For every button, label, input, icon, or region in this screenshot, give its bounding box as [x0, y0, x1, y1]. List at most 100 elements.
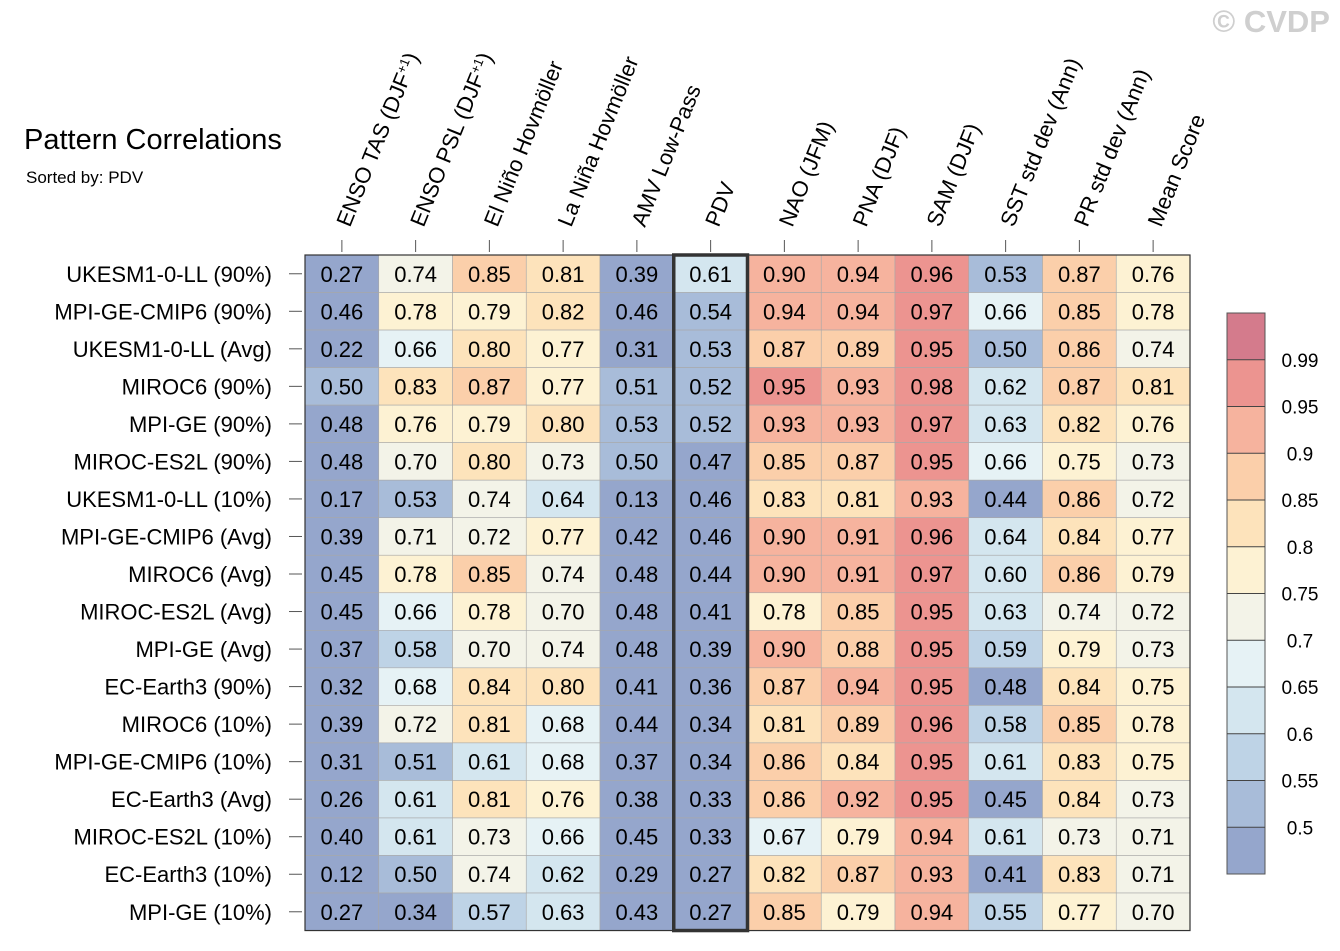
cell-value: 0.86: [763, 787, 806, 812]
cell-value: 0.84: [1058, 524, 1101, 549]
cell-value: 0.64: [984, 524, 1027, 549]
cell-value: 0.34: [689, 750, 732, 775]
cell-value: 0.93: [910, 862, 953, 887]
cell-value: 0.72: [1132, 487, 1175, 512]
cell-value: 0.71: [1132, 825, 1175, 850]
heatmap-cell: [1042, 442, 1117, 481]
cell-value: 0.85: [837, 600, 880, 625]
heatmap-cell: [968, 517, 1043, 556]
heatmap-cell: [1115, 329, 1191, 368]
heatmap-cell: [747, 892, 822, 931]
column-label: PR std dev (Ann): [1069, 65, 1155, 230]
heatmap-cell: [599, 292, 675, 331]
cell-value: 0.12: [320, 862, 363, 887]
cell-value: 0.74: [1132, 337, 1175, 362]
cell-value: 0.83: [1058, 862, 1101, 887]
cell-value: 0.78: [394, 562, 437, 587]
heatmap-cell: [525, 442, 601, 481]
cell-value: 0.95: [910, 787, 953, 812]
cell-value: 0.74: [468, 862, 511, 887]
heatmap-cell: [599, 855, 675, 894]
cell-value: 0.66: [542, 825, 585, 850]
cell-value: 0.51: [394, 750, 437, 775]
colorbar-segment: [1227, 780, 1265, 828]
heatmap-cell: [525, 780, 601, 819]
heatmap-cell: [820, 780, 896, 819]
row-label: UKESM1-0-LL (Avg): [73, 337, 272, 362]
cell-value: 0.85: [763, 449, 806, 474]
heatmap-cell: [378, 442, 453, 481]
cell-value: 0.95: [910, 337, 953, 362]
cell-value: 0.63: [984, 412, 1027, 437]
colorbar-label: 0.8: [1287, 538, 1313, 559]
cell-value: 0.94: [837, 299, 880, 324]
cell-value: 0.76: [542, 787, 585, 812]
cell-value: 0.45: [320, 600, 363, 625]
row-label: MIROC-ES2L (Avg): [80, 600, 272, 625]
heatmap-cell: [673, 479, 748, 519]
column-label: NAO (JFM): [774, 117, 839, 229]
heatmap-cell: [747, 817, 822, 856]
cell-value: 0.53: [984, 262, 1027, 287]
cell-value: 0.68: [542, 712, 585, 737]
cell-value: 0.51: [615, 374, 658, 399]
cell-value: 0.85: [1058, 299, 1101, 324]
cell-value: 0.45: [615, 825, 658, 850]
column-label: El Niño Hovmöller: [479, 57, 568, 230]
cell-value: 0.75: [1058, 449, 1101, 474]
cell-value: 0.80: [468, 337, 511, 362]
cell-value: 0.87: [837, 862, 880, 887]
heatmap-cell: [747, 292, 822, 331]
cell-value: 0.78: [763, 600, 806, 625]
cell-value: 0.78: [468, 600, 511, 625]
heatmap-cell: [599, 780, 675, 819]
heatmap-cell: [452, 817, 527, 856]
cell-value: 0.46: [689, 524, 732, 549]
cell-value: 0.68: [394, 675, 437, 700]
cell-value: 0.70: [468, 637, 511, 662]
colorbar-segment: [1227, 406, 1265, 454]
cell-value: 0.61: [394, 787, 437, 812]
cell-value: 0.87: [763, 337, 806, 362]
row-label: MPI-GE-CMIP6 (10%): [54, 750, 272, 775]
cell-value: 0.70: [394, 449, 437, 474]
cell-value: 0.27: [689, 900, 732, 925]
cell-value: 0.41: [615, 675, 658, 700]
cell-value: 0.66: [394, 337, 437, 362]
cell-value: 0.73: [542, 449, 585, 474]
column-label: ENSO TAS (DJF+1): [331, 49, 424, 230]
cell-value: 0.37: [615, 750, 658, 775]
heatmap-cell: [894, 554, 970, 594]
cell-value: 0.86: [1058, 337, 1101, 362]
colorbar-label: 0.65: [1282, 678, 1319, 699]
cell-value: 0.80: [468, 449, 511, 474]
cell-value: 0.87: [1058, 374, 1101, 399]
cell-value: 0.88: [837, 637, 880, 662]
heatmap-cell: [894, 479, 970, 519]
cell-value: 0.77: [1058, 900, 1101, 925]
heatmap-cell: [1115, 592, 1191, 631]
cell-value: 0.74: [394, 262, 437, 287]
row-label: MIROC-ES2L (10%): [74, 825, 272, 850]
cell-value: 0.17: [320, 487, 363, 512]
cell-value: 0.94: [837, 262, 880, 287]
heatmap-cell: [304, 855, 380, 894]
colorbar-segment: [1227, 500, 1265, 547]
cell-value: 0.79: [468, 412, 511, 437]
cell-value: 0.55: [984, 900, 1027, 925]
cell-value: 0.87: [468, 374, 511, 399]
colorbar-segment: [1227, 640, 1265, 687]
colorbar-label: 0.85: [1282, 491, 1319, 512]
heatmap-cell: [599, 404, 675, 443]
cell-value: 0.84: [837, 750, 880, 775]
heatmap-cell: [894, 292, 970, 331]
cell-value: 0.53: [394, 487, 437, 512]
heatmap-cell: [820, 442, 896, 481]
cell-value: 0.96: [910, 712, 953, 737]
heatmap-cell: [820, 629, 896, 669]
heatmap-cell: [968, 479, 1043, 519]
heatmap-cell: [304, 592, 380, 631]
cell-value: 0.94: [910, 825, 953, 850]
cell-value: 0.93: [910, 487, 953, 512]
